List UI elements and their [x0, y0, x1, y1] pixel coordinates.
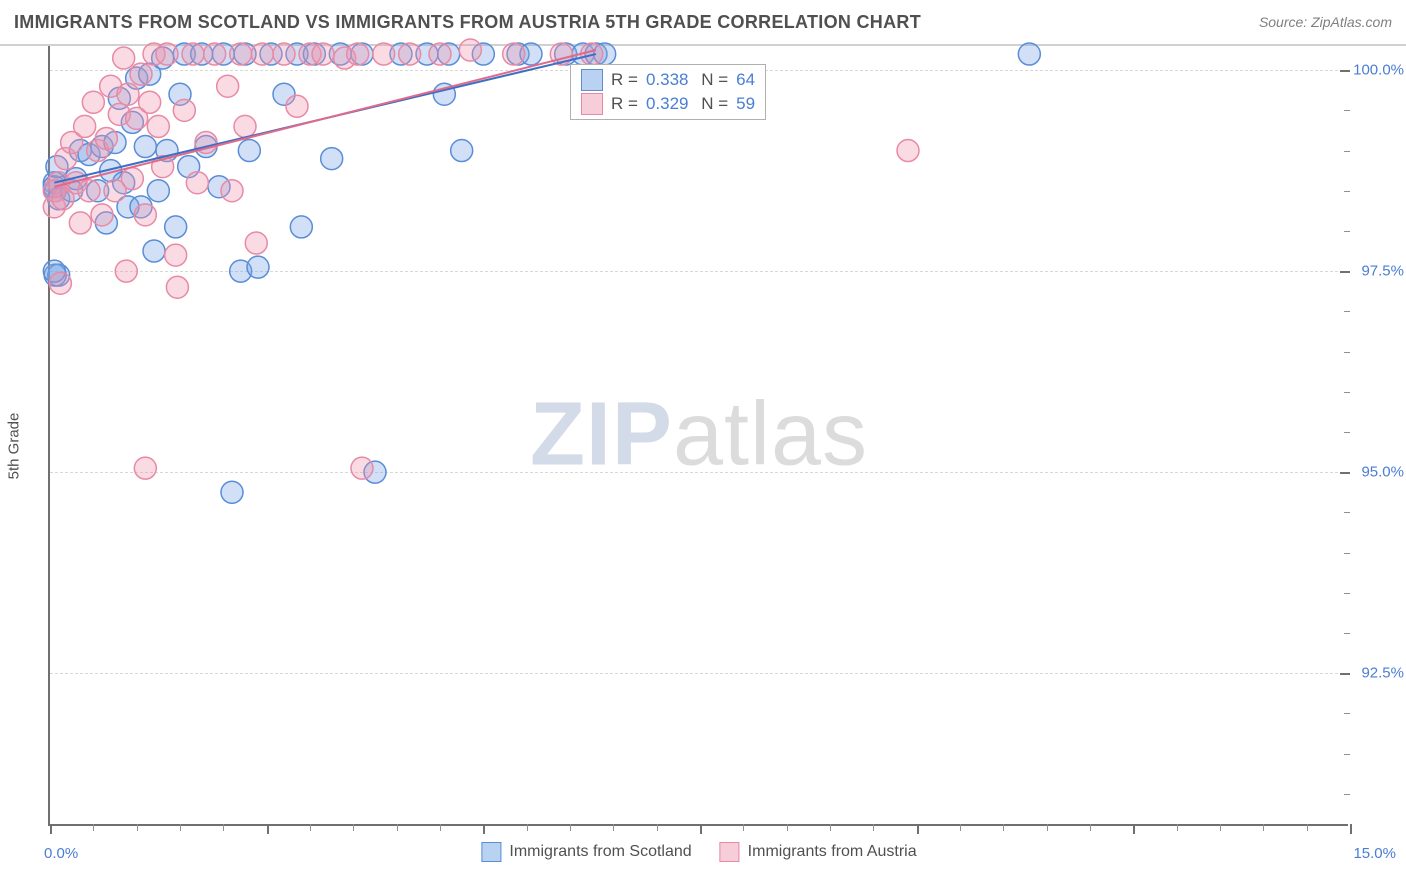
scatter-point	[166, 276, 188, 298]
scatter-svg	[50, 46, 1348, 824]
scatter-point	[115, 260, 137, 282]
scatter-point	[312, 43, 334, 65]
scatter-point	[95, 127, 117, 149]
scatter-point	[247, 256, 269, 278]
scatter-point	[82, 91, 104, 113]
chart-header: IMMIGRANTS FROM SCOTLAND VS IMMIGRANTS F…	[0, 0, 1406, 46]
scatter-point	[165, 216, 187, 238]
x-axis-min-label: 0.0%	[44, 845, 78, 862]
correlation-legend: R = 0.338 N = 64 R = 0.329 N = 59	[570, 64, 766, 120]
scatter-point	[459, 39, 481, 61]
scatter-point	[69, 212, 91, 234]
correlation-row-scotland: R = 0.338 N = 64	[581, 69, 755, 91]
scatter-point	[321, 148, 343, 170]
scatter-point	[91, 204, 113, 226]
legend-item-scotland: Immigrants from Scotland	[481, 842, 691, 862]
scatter-point	[113, 47, 135, 69]
chart-source: Source: ZipAtlas.com	[1259, 14, 1392, 30]
scatter-point	[251, 43, 273, 65]
scatter-point	[221, 180, 243, 202]
scatter-point	[217, 75, 239, 97]
scatter-point	[134, 457, 156, 479]
scatter-point	[134, 204, 156, 226]
scatter-point	[117, 83, 139, 105]
correlation-row-austria: R = 0.329 N = 59	[581, 93, 755, 115]
y-axis-label: 5th Grade	[6, 413, 23, 480]
scatter-point	[121, 168, 143, 190]
scatter-point	[78, 180, 100, 202]
scatter-point	[451, 140, 473, 162]
scatter-point	[173, 99, 195, 121]
scatter-point	[351, 457, 373, 479]
scatter-point	[143, 240, 165, 262]
scatter-point	[286, 95, 308, 117]
scatter-point	[74, 115, 96, 137]
scatter-point	[245, 232, 267, 254]
scatter-point	[1018, 43, 1040, 65]
scatter-point	[182, 43, 204, 65]
scatter-point	[221, 481, 243, 503]
scatter-point	[238, 140, 260, 162]
scatter-point	[503, 43, 525, 65]
scatter-point	[186, 172, 208, 194]
swatch-scotland	[581, 69, 603, 91]
swatch-austria	[581, 93, 603, 115]
legend-item-austria: Immigrants from Austria	[720, 842, 917, 862]
legend-swatch-austria	[720, 842, 740, 862]
y-tick-label: 95.0%	[1361, 464, 1404, 481]
scatter-point	[134, 136, 156, 158]
x-axis-max-label: 15.0%	[1353, 845, 1396, 862]
scatter-point	[234, 115, 256, 137]
scatter-point	[290, 216, 312, 238]
scatter-point	[897, 140, 919, 162]
legend-swatch-scotland	[481, 842, 501, 862]
scatter-point	[230, 43, 252, 65]
y-tick-label: 92.5%	[1361, 665, 1404, 682]
y-tick-label: 97.5%	[1361, 263, 1404, 280]
plot-area: 92.5%95.0%97.5%100.0% ZIPatlas R = 0.338…	[48, 46, 1348, 826]
scatter-point	[147, 180, 169, 202]
legend-bottom: Immigrants from Scotland Immigrants from…	[481, 842, 916, 862]
scatter-point	[49, 272, 71, 294]
scatter-point	[139, 91, 161, 113]
scatter-point	[147, 115, 169, 137]
scatter-point	[165, 244, 187, 266]
scatter-point	[273, 43, 295, 65]
scatter-point	[130, 63, 152, 85]
scatter-point	[347, 43, 369, 65]
scatter-point	[204, 43, 226, 65]
y-tick-label: 100.0%	[1353, 62, 1404, 79]
scatter-point	[373, 43, 395, 65]
chart-title: IMMIGRANTS FROM SCOTLAND VS IMMIGRANTS F…	[14, 12, 921, 33]
scatter-point	[156, 43, 178, 65]
scatter-point	[429, 43, 451, 65]
scatter-point	[399, 43, 421, 65]
